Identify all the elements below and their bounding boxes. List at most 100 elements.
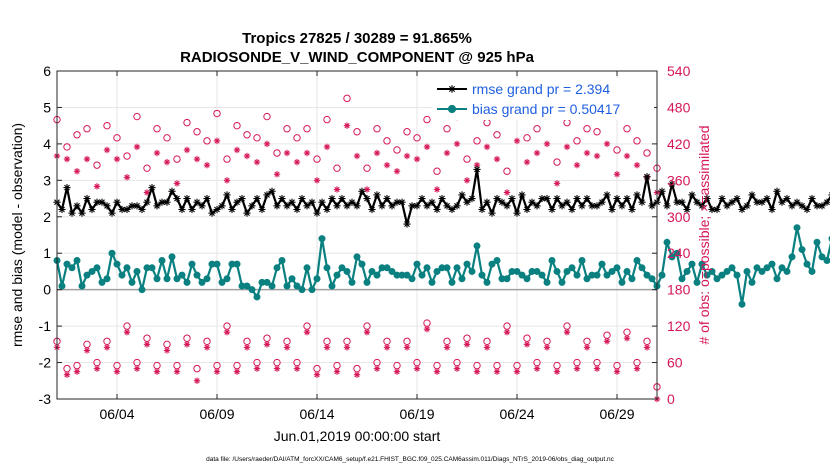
rmse-point: [153, 202, 161, 210]
rmse-point: [433, 205, 441, 214]
bias-point: [663, 238, 671, 246]
assimilated-obs-marker: [453, 365, 461, 372]
bias-point: [723, 267, 731, 275]
rmse-point: [238, 194, 246, 203]
assimilated-obs-marker: [153, 149, 161, 157]
x-tick-label: 06/04: [99, 406, 134, 422]
possible-obs-marker: [313, 155, 321, 163]
bias-point: [793, 224, 801, 232]
rmse-point: [283, 202, 291, 210]
left-y-tick-label: 2: [43, 209, 51, 225]
left-y-tick-label: 6: [43, 63, 51, 79]
assimilated-obs-marker: [523, 341, 531, 348]
data-file-footer: data file: /Users/raeder/DAI/ATM_forcXX/…: [206, 456, 615, 463]
bias-point: [788, 253, 796, 261]
possible-obs-marker: [343, 94, 351, 103]
possible-obs-marker: [233, 121, 241, 130]
rmse-point: [203, 194, 211, 203]
x-tick-label: 06/19: [399, 406, 434, 422]
rmse-point: [793, 198, 801, 206]
bias-point: [283, 282, 291, 290]
rmse-point: [173, 194, 181, 203]
rmse-point: [378, 202, 386, 210]
bias-point: [123, 264, 131, 272]
assimilated-obs-marker: [283, 149, 291, 157]
assimilated-obs-marker: [83, 155, 91, 163]
assimilated-obs-marker: [243, 344, 251, 351]
bias-point: [633, 257, 641, 265]
assimilated-obs-marker: [633, 161, 641, 169]
bias-point: [643, 271, 651, 279]
possible-obs-marker: [473, 137, 481, 145]
x-tick-label: 06/14: [299, 406, 334, 422]
bias-point: [133, 267, 141, 275]
assimilated-obs-marker: [513, 368, 521, 375]
assimilated-obs-marker: [403, 152, 411, 160]
assimilated-obs-marker: [513, 137, 521, 145]
bias-point: [243, 282, 251, 290]
bias-point: [593, 271, 601, 279]
rmse-point: [358, 187, 366, 195]
bias-point: [73, 257, 81, 265]
assimilated-obs-marker: [553, 180, 561, 187]
bias-point: [288, 275, 296, 283]
assimilated-obs-marker: [173, 368, 181, 375]
rmse-point: [518, 191, 526, 199]
bias-point: [638, 264, 646, 272]
bias-point: [488, 260, 496, 268]
possible-obs-marker: [433, 167, 441, 175]
bias-point: [193, 271, 201, 279]
right-y-tick-label: 300: [667, 209, 691, 225]
possible-obs-marker: [223, 155, 231, 163]
right-y-axis-label: # of obs: o=possible; ×=assimilated: [696, 125, 712, 344]
bias-point: [403, 271, 411, 279]
bias-point: [683, 267, 691, 275]
assimilated-obs-marker: [263, 341, 271, 348]
rmse-point: [423, 202, 431, 210]
assimilated-obs-marker: [403, 344, 411, 351]
rmse-point: [103, 202, 111, 210]
rmse-point: [403, 220, 411, 228]
rmse-point: [148, 184, 156, 192]
bias-point: [763, 264, 771, 272]
rmse-point: [318, 198, 326, 206]
rmse-point: [798, 202, 806, 210]
rmse-point: [663, 202, 671, 210]
bias-point: [703, 271, 711, 279]
assimilated-obs-marker: [373, 365, 381, 372]
rmse-point: [88, 205, 96, 214]
assimilated-obs-marker: [273, 365, 281, 372]
rmse-point: [383, 194, 391, 203]
assimilated-obs-marker: [263, 140, 271, 148]
x-tick-label: 06/24: [499, 406, 534, 422]
bias-point: [213, 260, 221, 268]
legend: rmse grand pr = 2.394 bias grand pr = 0.…: [432, 78, 654, 120]
rmse-point: [98, 198, 106, 206]
bias-point: [118, 271, 126, 279]
bias-point: [78, 282, 86, 290]
rmse-point: [463, 198, 471, 206]
rmse-point: [623, 194, 631, 203]
rmse-point: [63, 184, 71, 192]
possible-obs-marker: [183, 118, 191, 127]
rmse-point: [253, 194, 261, 203]
assimilated-obs-marker: [113, 368, 121, 375]
rmse-point: [638, 198, 646, 206]
possible-obs-marker: [243, 131, 251, 139]
bias-point: [138, 286, 146, 294]
assimilated-obs-marker: [283, 344, 291, 351]
possible-obs-marker: [303, 125, 311, 133]
bias-point: [688, 260, 696, 268]
possible-obs-marker: [633, 137, 641, 145]
assimilated-obs-marker: [103, 344, 111, 351]
left-y-tick-label: 0: [43, 282, 51, 298]
left-y-tick-label: 5: [43, 99, 51, 115]
bias-point: [363, 278, 371, 286]
bias-point: [168, 253, 176, 261]
assimilated-obs-marker: [173, 180, 181, 187]
bias-point: [473, 242, 481, 250]
possible-obs-marker: [133, 112, 141, 121]
bias-point: [553, 267, 561, 275]
possible-obs-marker: [383, 137, 391, 145]
bias-point: [598, 260, 606, 268]
